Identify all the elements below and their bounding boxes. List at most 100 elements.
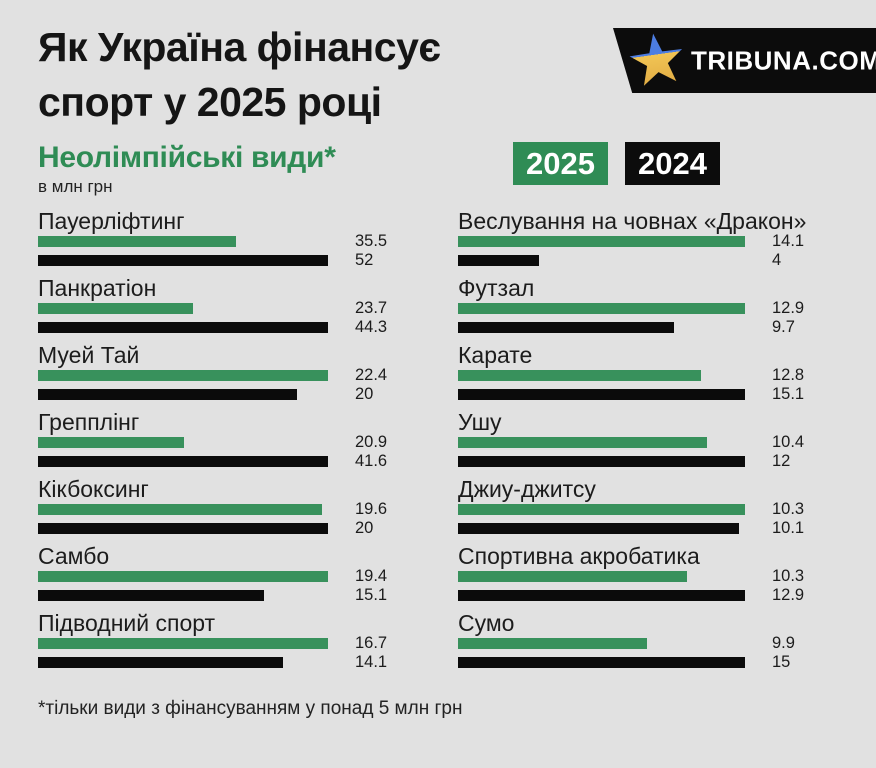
sport-label: Підводний спорт [38,610,216,636]
bar-2024 [38,255,328,266]
bar-2025-value: 16.7 [355,634,388,652]
sport-label: Спортивна акробатика [458,543,700,569]
bar-line: 12.8 [458,366,872,384]
bar-2025-value: 10.3 [772,567,805,585]
bar-track [458,638,745,649]
bar-2024 [38,456,328,467]
sport-label: Ушу [458,409,502,435]
bar-2024 [458,523,740,534]
bar-track [38,590,328,601]
tribuna-logo: TRIBUNA.COM [613,28,876,93]
bar-track [458,523,745,534]
bar-2024 [38,523,328,534]
bar-track [38,255,328,266]
logo-text: TRIBUNA.COM [691,45,876,75]
sport-label: Пауерліфтинг [38,208,185,234]
bar-line: 15 [458,653,872,671]
sport-label: Футзал [458,275,535,301]
bar-2025 [458,504,745,515]
bar-track [38,236,328,247]
bar-track [38,389,328,400]
bar-2024 [38,590,264,601]
bar-2024-value: 10.1 [772,519,805,537]
bar-track [458,255,745,266]
unit-label: в млн грн [38,177,113,196]
bar-2024 [458,389,745,400]
bar-track [38,571,328,582]
sport-label: Веслування на човнах «Дракон» [458,208,807,234]
sport-row: Підводний спорт 16.7 14.1 [38,607,443,674]
bar-track [38,370,328,381]
bar-line: 10.4 [458,433,872,451]
bar-track [458,504,745,515]
page-title-line2: спорт у 2025 році [38,79,382,125]
sport-row: Спортивна акробатика 10.3 12.9 [458,540,872,607]
sport-label: Карате [458,342,533,368]
sport-label: Кікбоксинг [38,476,149,502]
bar-2024-value: 4 [772,251,782,269]
bar-2025-value: 12.9 [772,299,805,317]
bar-2025-value: 12.8 [772,366,805,384]
bar-track [458,590,745,601]
bar-2025-value: 23.7 [355,299,388,317]
bar-track [38,504,328,515]
bar-track [458,571,745,582]
bar-2025 [38,504,323,515]
bar-line: 22.4 [38,366,443,384]
bar-2024-value: 44.3 [355,318,388,336]
page-title-line1: Як Україна фінансує [38,24,441,70]
bar-line: 16.7 [38,634,443,652]
bar-line: 52 [38,251,443,269]
bar-line: 41.6 [38,452,443,470]
bar-line: 9.9 [458,634,872,652]
bar-2025 [458,236,745,247]
bar-track [458,236,745,247]
sport-row: Сумо 9.9 15 [458,607,872,674]
sport-label: Муей Тай [38,342,140,368]
bar-line: 12.9 [458,586,872,604]
bar-track [38,437,328,448]
bar-2024-value: 14.1 [355,653,388,671]
bar-2024 [38,389,297,400]
bar-2024-value: 15.1 [772,385,805,403]
bar-2025 [38,236,236,247]
chart-subtitle: Неолімпійські види* [38,141,336,174]
bar-track [458,322,745,333]
page-title: Як Україна фінансує спорт у 2025 році [38,20,441,130]
bar-line: 12.9 [458,299,872,317]
bar-2024-value: 20 [355,519,374,537]
bar-2024 [458,657,745,668]
bar-2025 [458,638,648,649]
sport-row: Джиу-джитсу 10.3 10.1 [458,473,872,540]
bar-track [38,322,328,333]
bar-track [38,456,328,467]
bar-2025-value: 20.9 [355,433,388,451]
sport-label: Грепплінг [38,409,140,435]
bar-2025 [38,303,194,314]
sport-row: Карате 12.8 15.1 [458,339,872,406]
chart-column-right: Веслування на човнах «Дракон» 14.1 4 Футзал… [458,205,872,674]
bar-line: 14.1 [38,653,443,671]
bar-2024-value: 12.9 [772,586,805,604]
bar-line: 12 [458,452,872,470]
bar-2025-value: 14.1 [772,232,805,250]
bar-2024-value: 41.6 [355,452,388,470]
bar-line: 20 [38,519,443,537]
bar-2024 [38,657,283,668]
bar-line: 23.7 [38,299,443,317]
bar-line: 10.3 [458,567,872,585]
bar-2024-value: 9.7 [772,318,795,336]
bar-2025-value: 35.5 [355,232,388,250]
bar-track [458,303,745,314]
bar-track [458,389,745,400]
bar-track [38,523,328,534]
chart-legend: 2025 2024 [513,142,720,185]
bar-line: 9.7 [458,318,872,336]
bar-2025-value: 10.3 [772,500,805,518]
bar-line: 35.5 [38,232,443,250]
sport-row: Самбо 19.4 15.1 [38,540,443,607]
sport-row: Панкратіон 23.7 44.3 [38,272,443,339]
bar-line: 14.1 [458,232,872,250]
legend-badge-2024: 2024 [624,142,720,185]
bar-2025 [38,571,328,582]
